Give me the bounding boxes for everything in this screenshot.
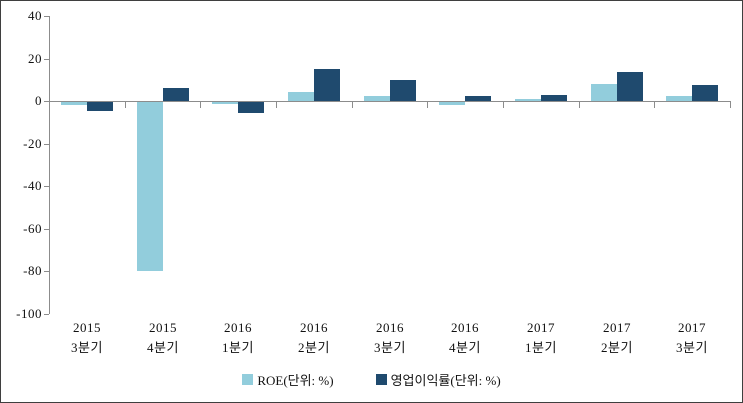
bar-op-margin <box>314 69 340 101</box>
x-axis-category-label: 2016 4분기 <box>428 318 502 358</box>
y-axis-tick <box>44 101 49 102</box>
x-axis-category-label: 2017 2분기 <box>580 318 654 358</box>
x-label-year: 2017 <box>678 320 706 335</box>
x-axis-tick <box>654 101 655 108</box>
x-label-quarter: 1분기 <box>222 340 254 355</box>
x-label-quarter: 3분기 <box>71 340 103 355</box>
x-axis-category-label: 2016 3분기 <box>353 318 427 358</box>
x-label-quarter: 2분기 <box>298 340 330 355</box>
y-axis-tick <box>44 186 49 187</box>
x-axis-category-label: 2017 1분기 <box>504 318 578 358</box>
x-axis-tick <box>200 101 201 108</box>
bar-roe <box>591 84 617 101</box>
bar-roe <box>439 101 465 105</box>
bar-roe <box>137 101 163 271</box>
x-axis-category-label: 2017 3분기 <box>655 318 729 358</box>
legend-swatch-roe <box>242 374 254 385</box>
x-label-year: 2016 <box>224 320 252 335</box>
bar-roe <box>212 101 238 104</box>
x-label-quarter: 4분기 <box>449 340 481 355</box>
x-axis-category-label: 2015 4분기 <box>126 318 200 358</box>
y-axis-tick <box>44 59 49 60</box>
y-axis-tick <box>44 271 49 272</box>
y-axis-tick <box>44 144 49 145</box>
x-axis-category-label: 2015 3분기 <box>50 318 124 358</box>
x-axis-tick <box>125 101 126 108</box>
y-axis-tick-label: -40 <box>23 178 42 193</box>
legend-label-roe: ROE(단위: %) <box>257 373 334 388</box>
x-label-year: 2015 <box>73 320 101 335</box>
x-axis-tick <box>503 101 504 108</box>
x-axis-line <box>49 101 730 102</box>
x-label-year: 2017 <box>527 320 555 335</box>
y-axis-line <box>49 16 50 314</box>
bar-roe <box>515 99 541 101</box>
y-axis-tick-label: 0 <box>35 93 42 108</box>
bar-roe <box>288 92 314 102</box>
y-axis-tick-label: -60 <box>23 221 42 236</box>
x-label-year: 2016 <box>451 320 479 335</box>
x-axis-category-label: 2016 1분기 <box>201 318 275 358</box>
y-axis-tick <box>44 16 49 17</box>
y-axis-tick <box>44 314 49 315</box>
legend-item-roe: ROE(단위: %) <box>242 370 334 389</box>
bar-roe <box>61 101 87 105</box>
x-axis-category-label: 2016 2분기 <box>277 318 351 358</box>
x-label-year: 2015 <box>149 320 177 335</box>
legend: ROE(단위: %) 영업이익률(단위: %) <box>1 370 742 389</box>
x-label-year: 2016 <box>300 320 328 335</box>
y-axis-tick-label: -100 <box>16 306 42 321</box>
x-label-quarter: 2분기 <box>601 340 633 355</box>
bar-roe <box>666 96 692 101</box>
bar-op-margin <box>541 95 567 101</box>
bar-roe <box>364 96 390 101</box>
bar-op-margin <box>692 85 718 101</box>
y-axis-tick <box>44 229 49 230</box>
bar-op-margin <box>163 88 189 101</box>
y-axis-tick-label: 40 <box>28 8 42 23</box>
x-label-quarter: 3분기 <box>374 340 406 355</box>
bar-op-margin <box>465 96 491 101</box>
bar-op-margin <box>238 101 264 113</box>
legend-item-op-margin: 영업이익률(단위: %) <box>375 370 501 389</box>
y-axis-tick-label: -80 <box>23 263 42 278</box>
legend-label-op-margin: 영업이익률(단위: %) <box>390 373 501 388</box>
x-axis-tick <box>579 101 580 108</box>
x-axis-tick <box>352 101 353 108</box>
x-label-year: 2016 <box>376 320 404 335</box>
x-label-year: 2017 <box>603 320 631 335</box>
x-label-quarter: 1분기 <box>525 340 557 355</box>
bar-op-margin <box>87 101 113 111</box>
y-axis-tick-label: 20 <box>28 51 42 66</box>
x-axis-tick <box>730 101 731 108</box>
x-axis-tick <box>276 101 277 108</box>
legend-swatch-op-margin <box>375 374 387 385</box>
y-axis-tick-label: -20 <box>23 136 42 151</box>
x-axis-tick <box>427 101 428 108</box>
x-label-quarter: 4분기 <box>147 340 179 355</box>
bar-op-margin <box>617 72 643 101</box>
x-label-quarter: 3분기 <box>676 340 708 355</box>
bar-op-margin <box>390 80 416 101</box>
